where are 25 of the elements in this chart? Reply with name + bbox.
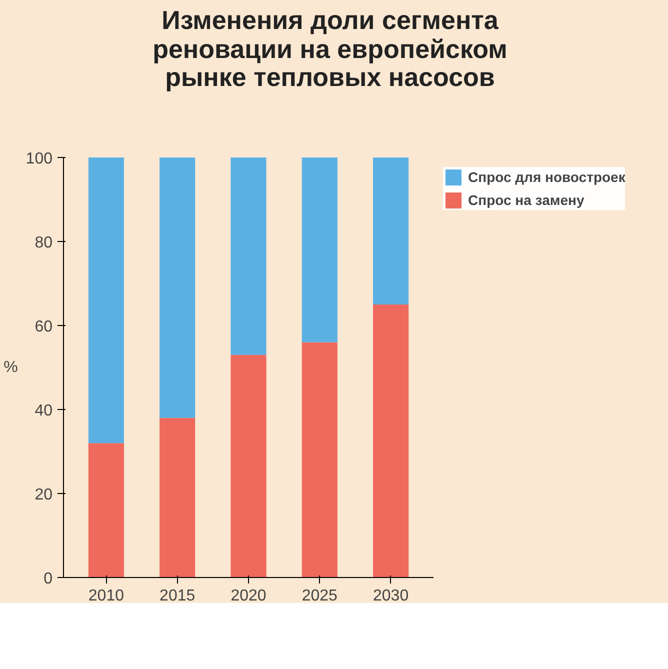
x-tick-label: 2025 — [302, 587, 338, 604]
x-tick-label: 2015 — [160, 587, 196, 604]
legend-label: Спрос для новостроек — [468, 168, 626, 185]
bar — [230, 157, 266, 355]
x-tick-label: 2010 — [88, 587, 124, 604]
bar — [88, 442, 124, 578]
bar — [302, 342, 338, 578]
y-tick-label: 20 — [34, 486, 53, 504]
y-tick-label: 60 — [34, 318, 53, 336]
legend-label: Спрос на замену — [468, 192, 584, 208]
bar — [373, 157, 409, 304]
bar — [373, 304, 409, 578]
bar — [160, 157, 196, 418]
y-tick-label: 0 — [44, 570, 53, 588]
bar — [160, 418, 196, 578]
bar — [230, 354, 266, 578]
x-tick-label: 2030 — [373, 587, 409, 604]
chart-title: Изменения доли сегмента реновации на европейском рынке тепловых насосов — [152, 5, 508, 92]
x-tick-label: 2020 — [230, 587, 266, 604]
y-tick-label: 40 — [34, 402, 53, 420]
y-axis-title: % — [4, 358, 18, 376]
bar — [88, 157, 124, 443]
y-tick-label: 80 — [34, 234, 53, 252]
y-tick-label: 100 — [26, 150, 53, 168]
bar — [302, 157, 338, 342]
